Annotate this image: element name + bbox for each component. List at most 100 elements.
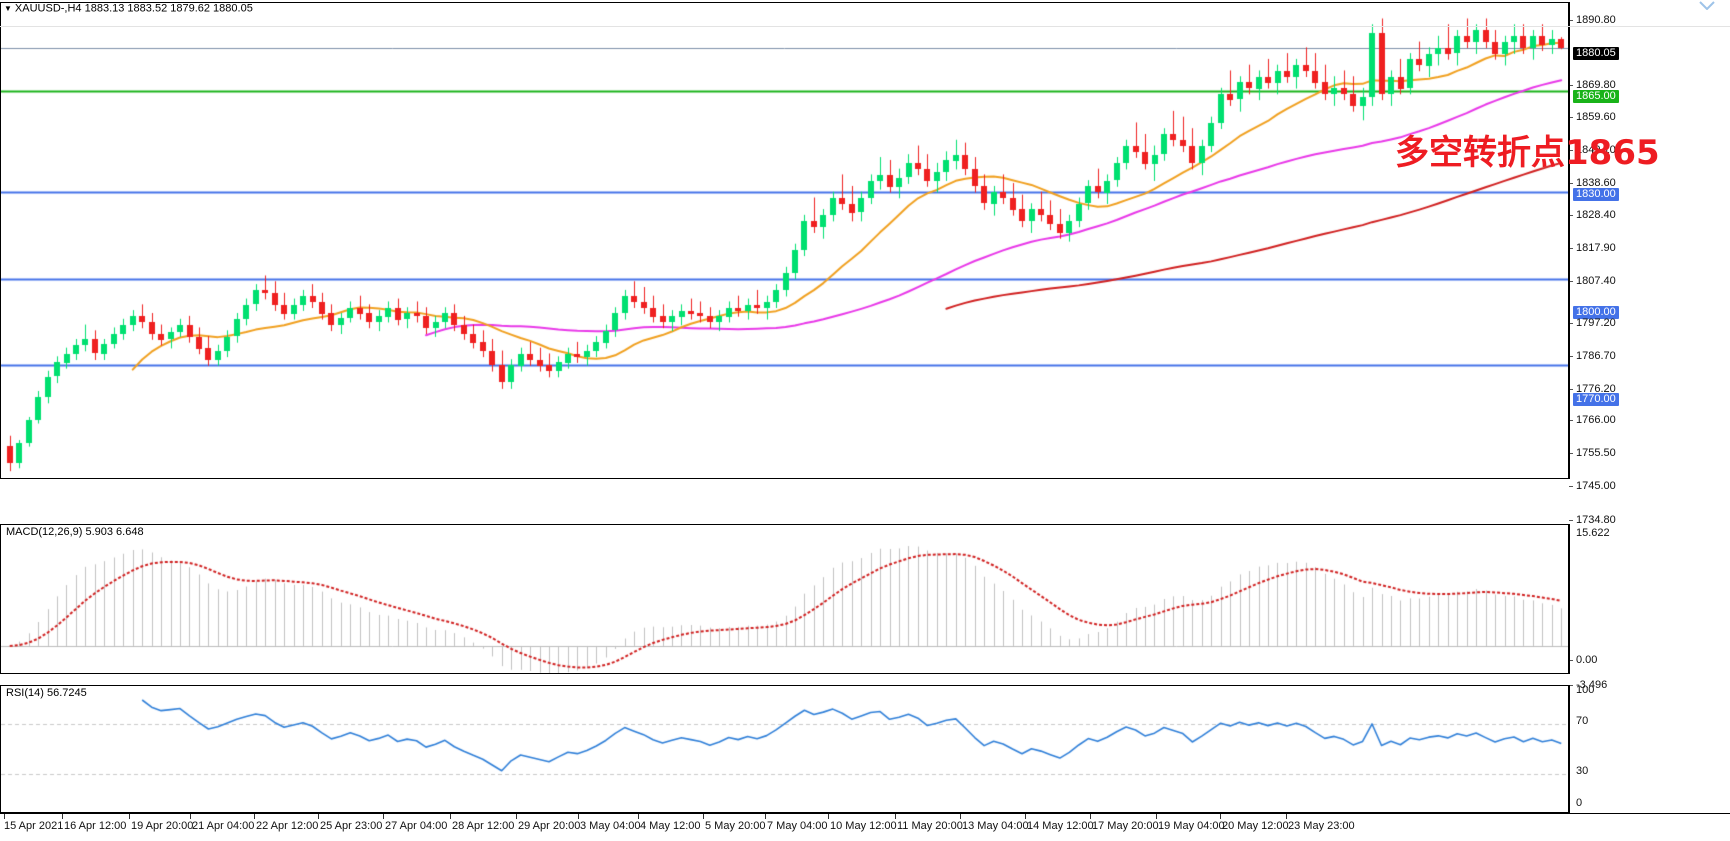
- axis-label-text: 1830.00: [1573, 188, 1619, 201]
- axis-label-1817.90: 1817.90: [1569, 242, 1730, 255]
- price-chart-panel[interactable]: [0, 2, 1569, 479]
- time-tick-19: [1220, 814, 1221, 819]
- time-tick-4: [254, 814, 255, 819]
- axis-tick-mark: [1569, 356, 1573, 357]
- axis-tick-mark: [1569, 420, 1573, 421]
- axis-label-1807.40: 1807.40: [1569, 275, 1730, 288]
- axis-tick-mark: [1569, 486, 1573, 487]
- axis-label-1828.40: 1828.40: [1569, 209, 1730, 222]
- axis-label-text: -3.496: [1576, 679, 1608, 691]
- axis-tick-mark: [1569, 660, 1573, 661]
- axis-tick-mark: [1569, 520, 1573, 521]
- axis-tick-mark: [1569, 215, 1573, 216]
- time-label-11: 5 May 20:00: [705, 820, 766, 832]
- time-label-14: 11 May 20:00: [897, 820, 963, 832]
- time-label-3: 21 Apr 04:00: [192, 820, 255, 832]
- macd-panel[interactable]: MACD(12,26,9) 5.903 6.648: [0, 524, 1569, 674]
- price-axis[interactable]: 1890.80 1880.05 1869.80 1865.00 1859.60 1849.…: [1569, 0, 1730, 813]
- time-tick-17: [1090, 814, 1091, 819]
- caret-down-icon[interactable]: ▼: [4, 4, 12, 13]
- axis-label-text: 1755.50: [1576, 447, 1616, 459]
- axis-label-1800.00: 1800.00: [1569, 306, 1730, 319]
- axis-label-0.00: 0.00: [1569, 654, 1730, 667]
- axis-label-text: 15.622: [1576, 527, 1610, 539]
- time-tick-8: [516, 814, 517, 819]
- axis-tick-mark: [1569, 323, 1573, 324]
- time-label-17: 17 May 20:00: [1092, 820, 1159, 832]
- price-chart-canvas[interactable]: [1, 3, 1568, 478]
- axis-label-1797.20: 1797.20: [1569, 317, 1730, 330]
- symbol-header: ▼ XAUUSD-,H4 1883.13 1883.52 1879.62 1880…: [4, 2, 253, 15]
- time-tick-2: [129, 814, 130, 819]
- axis-label-text: 1838.60: [1576, 177, 1616, 189]
- time-label-15: 13 May 04:00: [962, 820, 1029, 832]
- axis-label-text: 30: [1576, 765, 1589, 777]
- axis-tick-mark: [1569, 117, 1573, 118]
- axis-label-text: 1766.00: [1576, 414, 1616, 426]
- axis-label-text: 1797.20: [1576, 317, 1616, 329]
- time-tick-7: [450, 814, 451, 819]
- time-label-8: 29 Apr 20:00: [518, 820, 581, 832]
- axis-label-1838.60: 1838.60: [1569, 177, 1730, 190]
- axis-label-text: 1800.00: [1573, 306, 1619, 319]
- axis-tick-mark: [1569, 248, 1573, 249]
- axis-label-text: 1828.40: [1576, 209, 1616, 221]
- time-label-2: 19 Apr 20:00: [131, 820, 194, 832]
- axis-separator-1: [1569, 524, 1570, 674]
- axis-label-text: 70: [1576, 715, 1589, 727]
- axis-label-text: 1776.20: [1576, 383, 1616, 395]
- axis-label-0: 0: [1569, 797, 1730, 810]
- time-tick-9: [578, 814, 579, 819]
- axis-label-1869.80: 1869.80: [1569, 79, 1730, 92]
- time-label-10: 4 May 12:00: [640, 820, 701, 832]
- time-tick-15: [960, 814, 961, 819]
- axis-label-1745.00: 1745.00: [1569, 480, 1730, 493]
- axis-label-1776.20: 1776.20: [1569, 383, 1730, 396]
- time-label-20: 23 May 23:00: [1288, 820, 1355, 832]
- time-axis[interactable]: 15 Apr 2021 16 Apr 12:00 19 Apr 20:00 21 Ap…: [0, 813, 1730, 841]
- axis-tick-mark: [1569, 281, 1573, 282]
- axis-label-text: 0: [1576, 797, 1583, 809]
- axis-label-text: 1807.40: [1576, 275, 1616, 287]
- time-tick-20: [1286, 814, 1287, 819]
- axis-label-1830.00: 1830.00: [1569, 188, 1730, 201]
- axis-label-text: 1865.00: [1573, 90, 1619, 103]
- time-label-18: 19 May 04:00: [1158, 820, 1225, 832]
- time-label-0: 15 Apr 2021: [4, 820, 64, 832]
- axis-separator-0: [1569, 2, 1570, 479]
- time-tick-13: [828, 814, 829, 819]
- axis-label-100: 100: [1569, 684, 1730, 697]
- axis-tick-mark: [1569, 389, 1573, 390]
- axis-label-1786.70: 1786.70: [1569, 350, 1730, 363]
- rsi-canvas[interactable]: [1, 686, 1568, 812]
- time-label-13: 10 May 12:00: [830, 820, 897, 832]
- time-tick-0: [4, 814, 5, 819]
- time-tick-11: [703, 814, 704, 819]
- axis-tick-mark: [1569, 453, 1573, 454]
- axis-label-1766.00: 1766.00: [1569, 414, 1730, 427]
- scroll-right-marker[interactable]: [1698, 0, 1716, 10]
- axis-label-text: 1786.70: [1576, 350, 1616, 362]
- macd-label: MACD(12,26,9) 5.903 6.648: [4, 526, 146, 539]
- rsi-label: RSI(14) 56.7245: [4, 687, 89, 700]
- time-tick-3: [190, 814, 191, 819]
- time-tick-14: [895, 814, 896, 819]
- axis-tick-mark: [1569, 20, 1573, 21]
- axis-label-text: 1745.00: [1576, 480, 1616, 492]
- rsi-panel[interactable]: RSI(14) 56.7245: [0, 685, 1569, 813]
- axis-label-1755.50: 1755.50: [1569, 447, 1730, 460]
- time-label-19: 20 May 12:00: [1222, 820, 1289, 832]
- axis-label-text: 0.00: [1576, 654, 1598, 666]
- axis-label-text: 1890.80: [1576, 14, 1616, 26]
- time-tick-12: [765, 814, 766, 819]
- axis-label-30: 30: [1569, 765, 1730, 778]
- time-label-12: 7 May 04:00: [767, 820, 828, 832]
- time-label-16: 14 May 12:00: [1027, 820, 1094, 832]
- axis-label-1734.80: 1734.80: [1569, 514, 1730, 527]
- macd-canvas[interactable]: [1, 525, 1568, 673]
- time-label-1: 16 Apr 12:00: [64, 820, 127, 832]
- axis-label-text: 1817.90: [1576, 242, 1616, 254]
- time-tick-5: [318, 814, 319, 819]
- symbol-header-text: XAUUSD-,H4 1883.13 1883.52 1879.62 1880.…: [14, 2, 253, 15]
